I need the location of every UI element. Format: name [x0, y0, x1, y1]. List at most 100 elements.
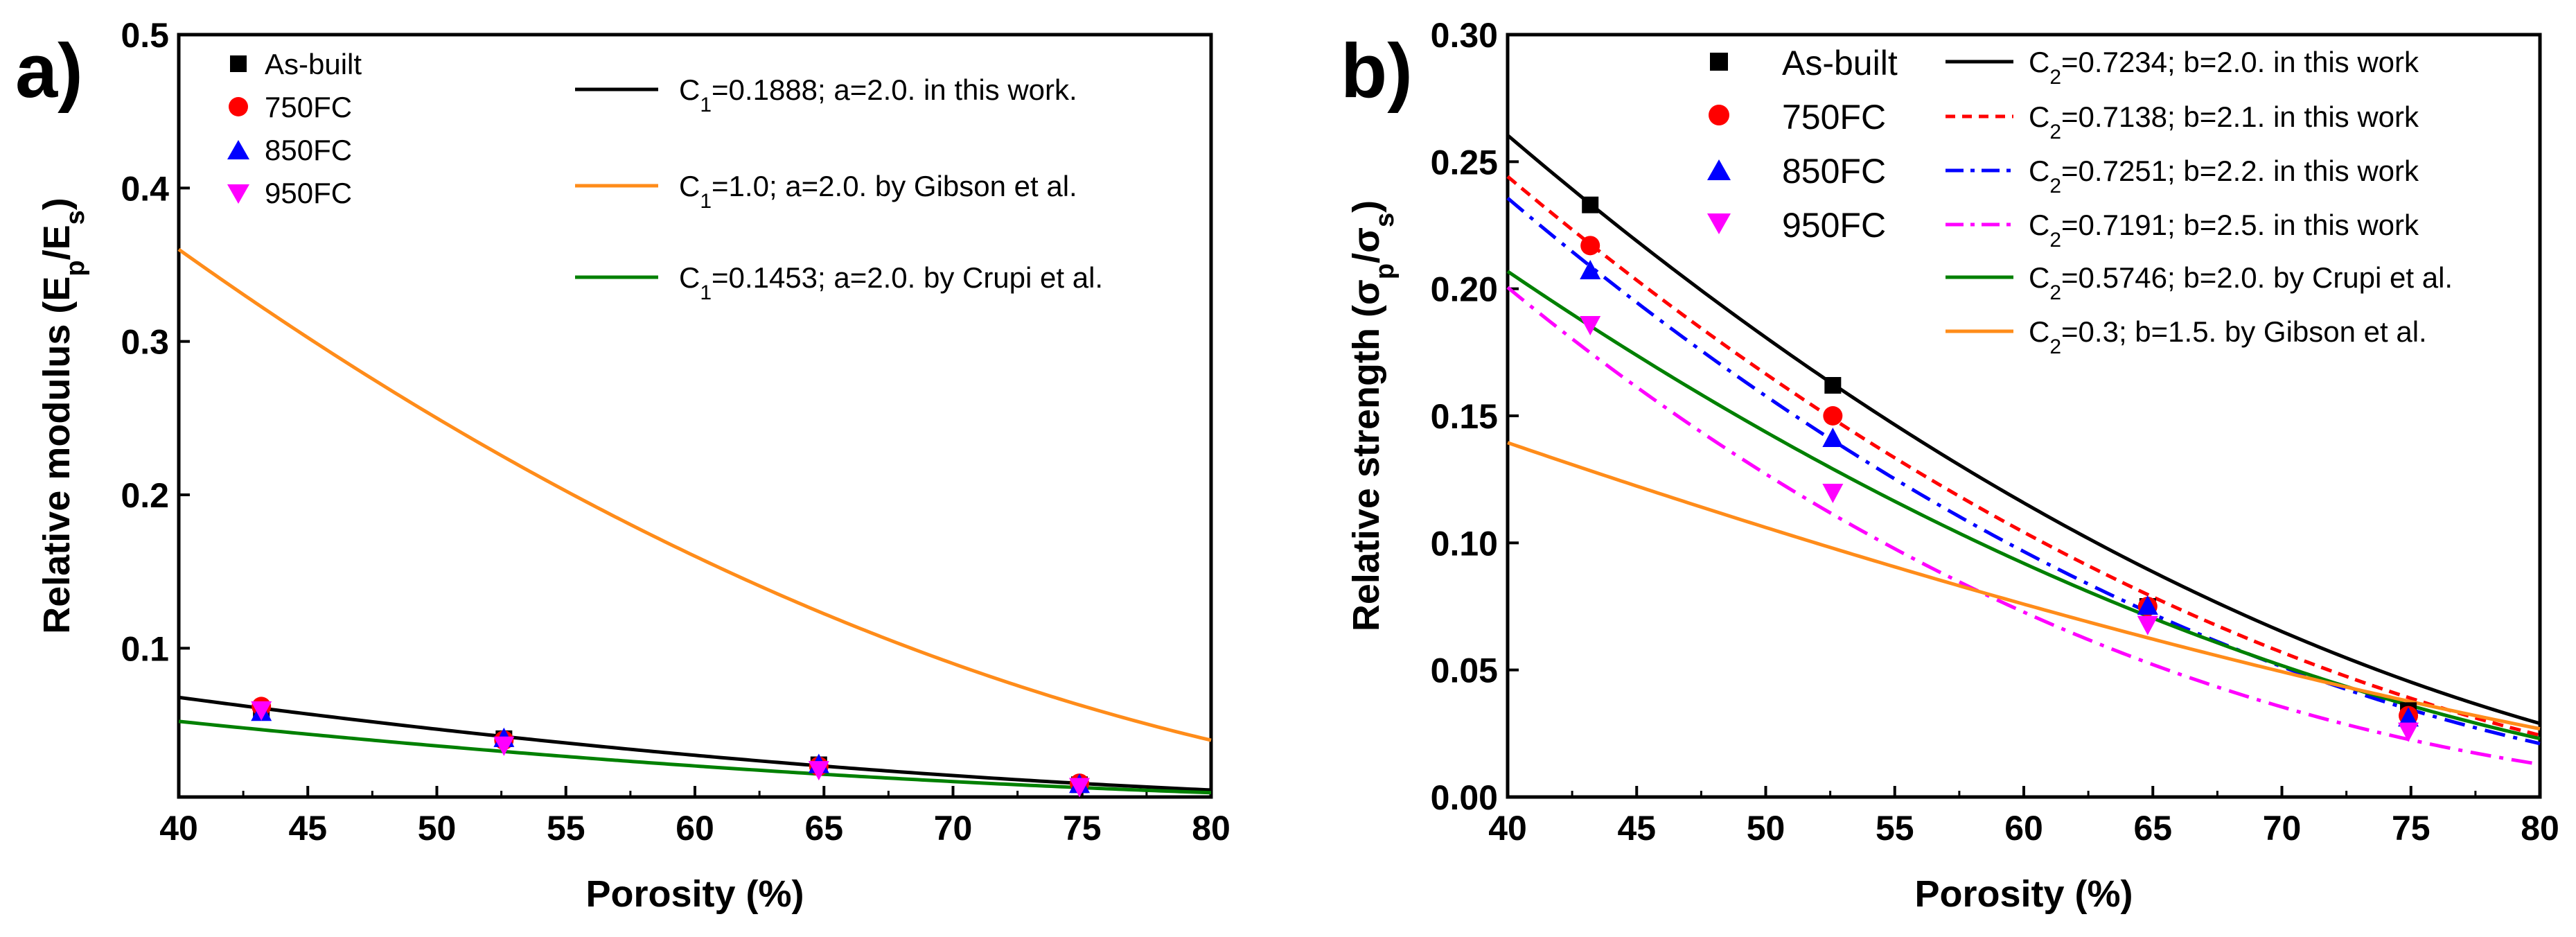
y-tick-label: 0.2: [121, 476, 169, 515]
y-tick-label: 0.00: [1431, 778, 1498, 817]
legend-triangle-up-marker-icon: [1707, 159, 1731, 180]
panel-a-legend: As-built 750FC 850FC 950FC C1=0.1888; a=…: [227, 48, 1103, 304]
y-tick-label: 0.25: [1431, 143, 1498, 182]
fit-curve-2: [1506, 175, 2541, 737]
panel-a-legend-label: 850FC: [265, 134, 352, 166]
x-tick-label: 80: [2521, 809, 2559, 848]
panel-b-legend-label: C2=0.7138; b=2.1. in this work: [2029, 100, 2419, 143]
panel-a-y-ticks: 0.1 0.2 0.3 0.4 0.5: [121, 16, 190, 668]
panel-b-legend-label: C2=0.7191; b=2.5. in this work: [2029, 209, 2419, 252]
data-point-950fc: [2398, 722, 2419, 742]
x-tick-label: 70: [2263, 809, 2302, 848]
panel-b-data-points: [1580, 196, 2419, 742]
panel-b-legend-entry-as-built: As-built: [1710, 44, 1898, 82]
panel-b-legend-label: C2=0.3; b=1.5. by Gibson et al.: [2029, 315, 2427, 358]
panel-b-legend-entry-750fc: 750FC: [1709, 98, 1886, 137]
x-tick-label: 55: [547, 809, 585, 848]
panel-b-legend-label: 850FC: [1782, 152, 1886, 191]
data-point-750fc: [1580, 236, 1600, 256]
fit-curve-2: [177, 247, 1212, 742]
data-point-950fc: [251, 701, 272, 721]
panel-a-legend-label: C1=0.1453; a=2.0. by Crupi et al.: [679, 261, 1103, 304]
legend-square-marker-icon: [1710, 53, 1728, 71]
x-tick-label: 70: [934, 809, 973, 848]
y-tick-label: 0.10: [1431, 524, 1498, 563]
panel-b-legend-entry-fit-6: C2=0.3; b=1.5. by Gibson et al.: [1946, 315, 2427, 358]
panel-b-legend-label: 950FC: [1782, 206, 1886, 245]
panel-b-x-ticks: 40 45 50 55 60 65 70 75 80: [1488, 786, 2559, 848]
data-point-850fc: [1822, 428, 1844, 447]
data-point-950fc: [1580, 316, 1601, 335]
fit-curve-6: [1507, 441, 2541, 731]
data-point-850fc: [2398, 707, 2419, 727]
fit-curve-4: [1506, 286, 2541, 767]
panel-a-letter: a): [15, 28, 83, 114]
panel-b-legend: As-built 750FC 850FC 950FC C2=0.7234; b=…: [1707, 44, 2453, 358]
panel-a-legend-entry-fit-crupi: C1=0.1453; a=2.0. by Crupi et al.: [575, 261, 1103, 304]
panel-b-legend-entry-fit-3: C2=0.7251; b=2.2. in this work: [1946, 155, 2419, 198]
panel-a-legend-entry-fit-gibson: C1=1.0; a=2.0. by Gibson et al.: [575, 170, 1077, 213]
x-tick-label: 45: [1617, 809, 1656, 848]
panel-a-x-axis-title: Porosity (%): [585, 873, 804, 915]
y-tick-label: 0.15: [1431, 397, 1498, 436]
x-tick-label: 75: [1063, 809, 1102, 848]
y-tick-label: 0.05: [1431, 651, 1498, 690]
panel-a-legend-entry-750fc: 750FC: [229, 91, 352, 123]
fit-curve-1: [178, 695, 1212, 792]
panel-b-y-axis-title: Relative strength (σp/σs): [1346, 200, 1400, 631]
data-point-850fc: [1580, 260, 1601, 279]
panel-a-legend-entry-950fc: 950FC: [227, 177, 352, 209]
x-tick-label: 65: [804, 809, 843, 848]
x-tick-label: 65: [2133, 809, 2172, 848]
legend-triangle-down-marker-icon: [227, 184, 249, 204]
x-tick-label: 45: [288, 809, 327, 848]
legend-triangle-up-marker-icon: [227, 140, 249, 159]
panel-a-legend-label: C1=1.0; a=2.0. by Gibson et al.: [679, 170, 1077, 213]
panel-b-fit-curves: [1506, 134, 2541, 767]
data-point-as-built: [1824, 377, 1842, 394]
panel-a-chart: a) 40 45 50 55 60 65 70 75 80 0.1 0.2 0.3 0.4 0.5 Po…: [15, 16, 1230, 915]
x-tick-label: 60: [676, 809, 714, 848]
panel-b-y-ticks: 0.00 0.05 0.10 0.15 0.20 0.25 0.30: [1431, 16, 1519, 817]
x-tick-label: 75: [2392, 809, 2431, 848]
panel-a-legend-label: As-built: [265, 48, 362, 80]
panel-b-chart: b) 40 45 50 55 60 65 70 75 80 0.00 0.05 0.10 0.15 0.…: [1341, 16, 2559, 915]
panel-b-legend-label: As-built: [1782, 44, 1898, 82]
panel-b-legend-label: 750FC: [1782, 98, 1886, 137]
panel-b-legend-entry-fit-1: C2=0.7234; b=2.0. in this work: [1946, 46, 2419, 89]
x-tick-label: 55: [1876, 809, 1914, 848]
x-tick-label: 80: [1192, 809, 1230, 848]
data-point-as-built: [1582, 196, 1599, 213]
x-tick-label: 60: [2004, 809, 2043, 848]
data-point-850fc: [2137, 595, 2158, 615]
panel-a-fit-curves: [177, 247, 1212, 795]
panel-a-legend-label: C1=0.1888; a=2.0. in this work.: [679, 73, 1077, 116]
data-point-950fc: [1069, 778, 1091, 798]
y-tick-label: 0.20: [1431, 270, 1498, 309]
panel-a-data-points: [251, 697, 1091, 798]
legend-triangle-down-marker-icon: [1707, 213, 1731, 234]
x-tick-label: 40: [1488, 809, 1527, 848]
panel-b-legend-label: C2=0.7234; b=2.0. in this work: [2029, 46, 2419, 89]
data-point-950fc: [808, 761, 829, 781]
panel-b-legend-entry-fit-5: C2=0.5746; b=2.0. by Crupi et al.: [1946, 261, 2453, 304]
data-point-750fc: [1823, 406, 1843, 426]
data-point-950fc: [1822, 484, 1844, 503]
panel-a-x-ticks: 40 45 50 55 60 65 70 75 80: [159, 786, 1230, 848]
panel-b-legend-entry-fit-2: C2=0.7138; b=2.1. in this work: [1946, 100, 2419, 143]
y-tick-label: 0.3: [121, 323, 169, 362]
panel-b-legend-entry-950fc: 950FC: [1707, 206, 1886, 245]
fit-curve-1: [1506, 134, 2541, 726]
legend-circle-marker-icon: [229, 97, 248, 116]
fit-curve-3: [1506, 196, 2541, 746]
panel-b-legend-entry-fit-4: C2=0.7191; b=2.5. in this work: [1946, 209, 2419, 252]
x-tick-label: 50: [1747, 809, 1785, 848]
panel-b-legend-label: C2=0.5746; b=2.0. by Crupi et al.: [2029, 261, 2453, 304]
y-tick-label: 0.4: [121, 169, 169, 208]
y-tick-label: 0.1: [121, 629, 169, 668]
y-tick-label: 0.5: [121, 16, 169, 55]
fit-curve-3: [178, 719, 1212, 795]
panel-a-legend-entry-850fc: 850FC: [227, 134, 352, 166]
panel-b-letter: b): [1341, 28, 1413, 114]
